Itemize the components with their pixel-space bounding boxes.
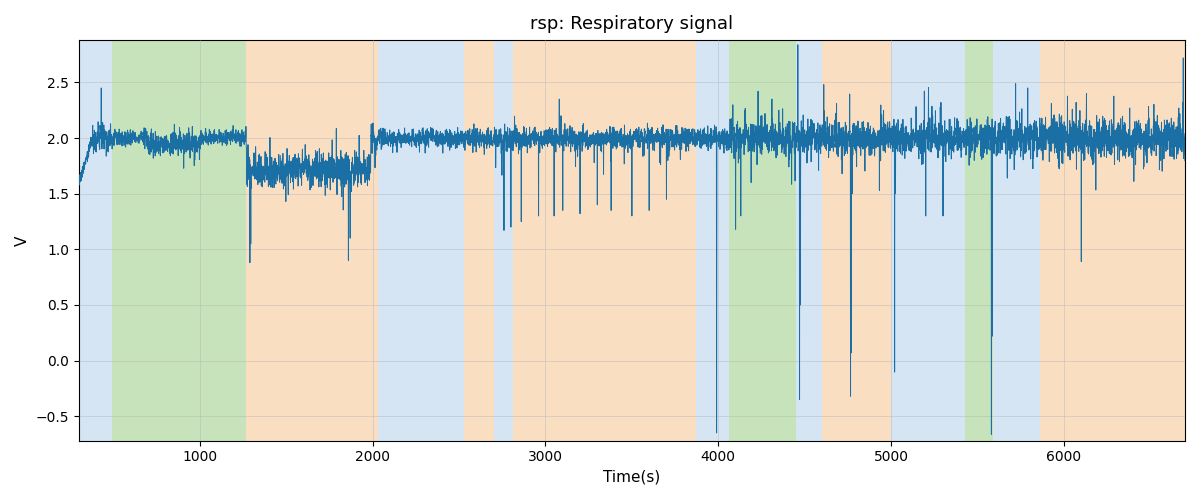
Bar bbox=[79, 40, 112, 440]
Bar bbox=[696, 40, 728, 440]
Bar bbox=[464, 40, 493, 440]
Bar bbox=[994, 40, 1040, 440]
Bar bbox=[246, 40, 378, 440]
Bar bbox=[728, 40, 796, 440]
X-axis label: Time(s): Time(s) bbox=[604, 470, 660, 485]
Bar bbox=[966, 40, 994, 440]
Y-axis label: V: V bbox=[14, 235, 30, 246]
Bar bbox=[378, 40, 464, 440]
Bar bbox=[1040, 40, 1184, 440]
Bar bbox=[112, 40, 246, 440]
Bar bbox=[512, 40, 696, 440]
Bar bbox=[796, 40, 822, 440]
Bar bbox=[493, 40, 512, 440]
Title: rsp: Respiratory signal: rsp: Respiratory signal bbox=[530, 15, 733, 33]
Bar bbox=[892, 40, 966, 440]
Bar bbox=[822, 40, 892, 440]
